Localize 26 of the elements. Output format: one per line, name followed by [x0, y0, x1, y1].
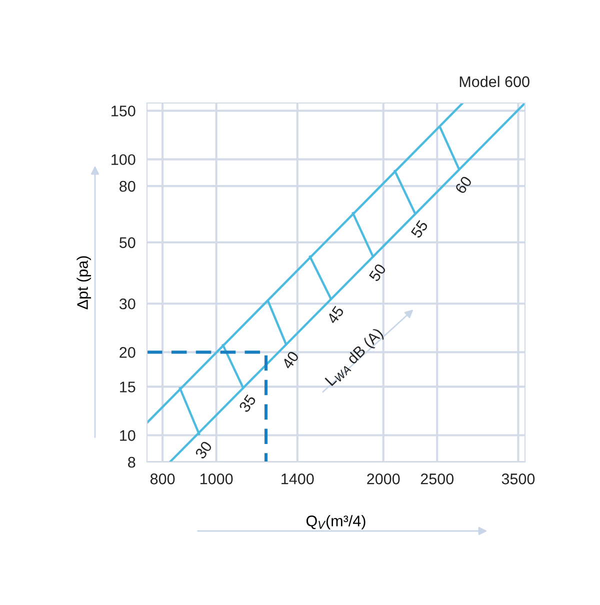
y-tick-label: 15: [120, 382, 136, 392]
x-tick-label: 800: [150, 474, 175, 484]
x-tick-label: 1000: [200, 474, 233, 484]
y-tick-label: 10: [120, 430, 136, 441]
y-tick-label: 30: [119, 298, 136, 310]
text: 50: [368, 262, 386, 282]
text: 55: [410, 220, 428, 239]
y-tick-label: 8: [128, 456, 136, 468]
chart-title: Model 600: [460, 76, 530, 88]
x-tick-label: 1400: [282, 474, 314, 484]
x-tick-label: 2000: [367, 474, 400, 484]
y-tick-label: 80: [120, 180, 136, 192]
y-axis-title: Δpt (pa): [76, 256, 91, 310]
x-tick-label: 2500: [420, 474, 454, 484]
y-tick-label: 100: [112, 154, 136, 166]
text: 45: [326, 305, 344, 325]
x-axis-title: Q$_{V}$(m³/4): [306, 515, 366, 530]
y-tick-label: 150: [112, 106, 136, 116]
x-tick-label: 3500: [502, 474, 535, 484]
annotation: L$_{WA}$ dB (A): [324, 327, 386, 388]
y-tick-label: 50: [120, 237, 136, 248]
text: 30: [194, 440, 213, 460]
y-tick-label: 20: [120, 347, 136, 358]
text: 40: [281, 350, 300, 370]
text: 60: [454, 175, 472, 194]
text: 35: [238, 394, 256, 413]
